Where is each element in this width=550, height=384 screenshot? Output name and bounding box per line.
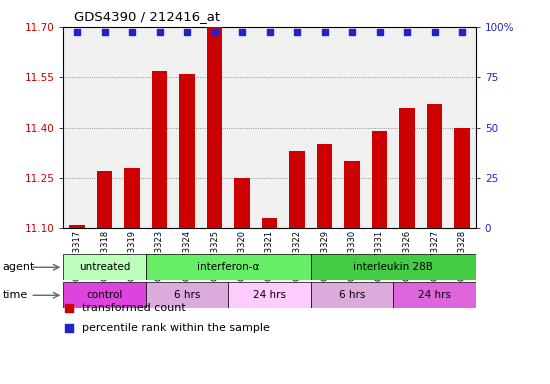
- Point: [348, 29, 356, 35]
- Bar: [124, 168, 140, 228]
- Text: agent: agent: [3, 262, 35, 272]
- Bar: [399, 108, 415, 228]
- Bar: [228, 282, 311, 308]
- Bar: [63, 282, 146, 308]
- Text: percentile rank within the sample: percentile rank within the sample: [82, 323, 270, 333]
- Text: transformed count: transformed count: [82, 303, 185, 313]
- Text: GDS4390 / 212416_at: GDS4390 / 212416_at: [74, 10, 221, 23]
- Point: [73, 29, 81, 35]
- Bar: [97, 171, 112, 228]
- Bar: [344, 161, 360, 228]
- Point: [128, 29, 136, 35]
- Bar: [207, 27, 222, 228]
- Point: [321, 235, 330, 242]
- Point: [100, 29, 109, 35]
- Point: [210, 29, 219, 35]
- Point: [375, 29, 384, 35]
- Point: [430, 29, 439, 35]
- Point: [293, 29, 301, 35]
- Bar: [311, 254, 476, 280]
- Bar: [63, 254, 146, 280]
- Bar: [179, 74, 195, 228]
- Text: 6 hrs: 6 hrs: [174, 290, 200, 300]
- Point: [458, 29, 466, 35]
- Bar: [262, 218, 277, 228]
- Text: interferon-α: interferon-α: [197, 262, 260, 272]
- Point: [321, 57, 330, 63]
- Bar: [289, 151, 305, 228]
- Bar: [427, 104, 442, 228]
- Text: control: control: [86, 290, 123, 300]
- Text: untreated: untreated: [79, 262, 130, 272]
- Bar: [393, 282, 476, 308]
- Point: [155, 29, 164, 35]
- Bar: [146, 254, 311, 280]
- Point: [265, 29, 274, 35]
- Bar: [317, 144, 332, 228]
- Bar: [454, 128, 470, 228]
- Text: interleukin 28B: interleukin 28B: [353, 262, 433, 272]
- Bar: [152, 71, 167, 228]
- Text: 6 hrs: 6 hrs: [339, 290, 365, 300]
- Bar: [69, 225, 85, 228]
- Bar: [234, 178, 250, 228]
- Point: [238, 29, 246, 35]
- Bar: [146, 282, 228, 308]
- Text: 24 hrs: 24 hrs: [253, 290, 286, 300]
- Text: time: time: [3, 290, 28, 300]
- Bar: [372, 131, 387, 228]
- Point: [183, 29, 191, 35]
- Point: [403, 29, 411, 35]
- Text: 24 hrs: 24 hrs: [418, 290, 451, 300]
- Point: [320, 29, 329, 35]
- Bar: [311, 282, 393, 308]
